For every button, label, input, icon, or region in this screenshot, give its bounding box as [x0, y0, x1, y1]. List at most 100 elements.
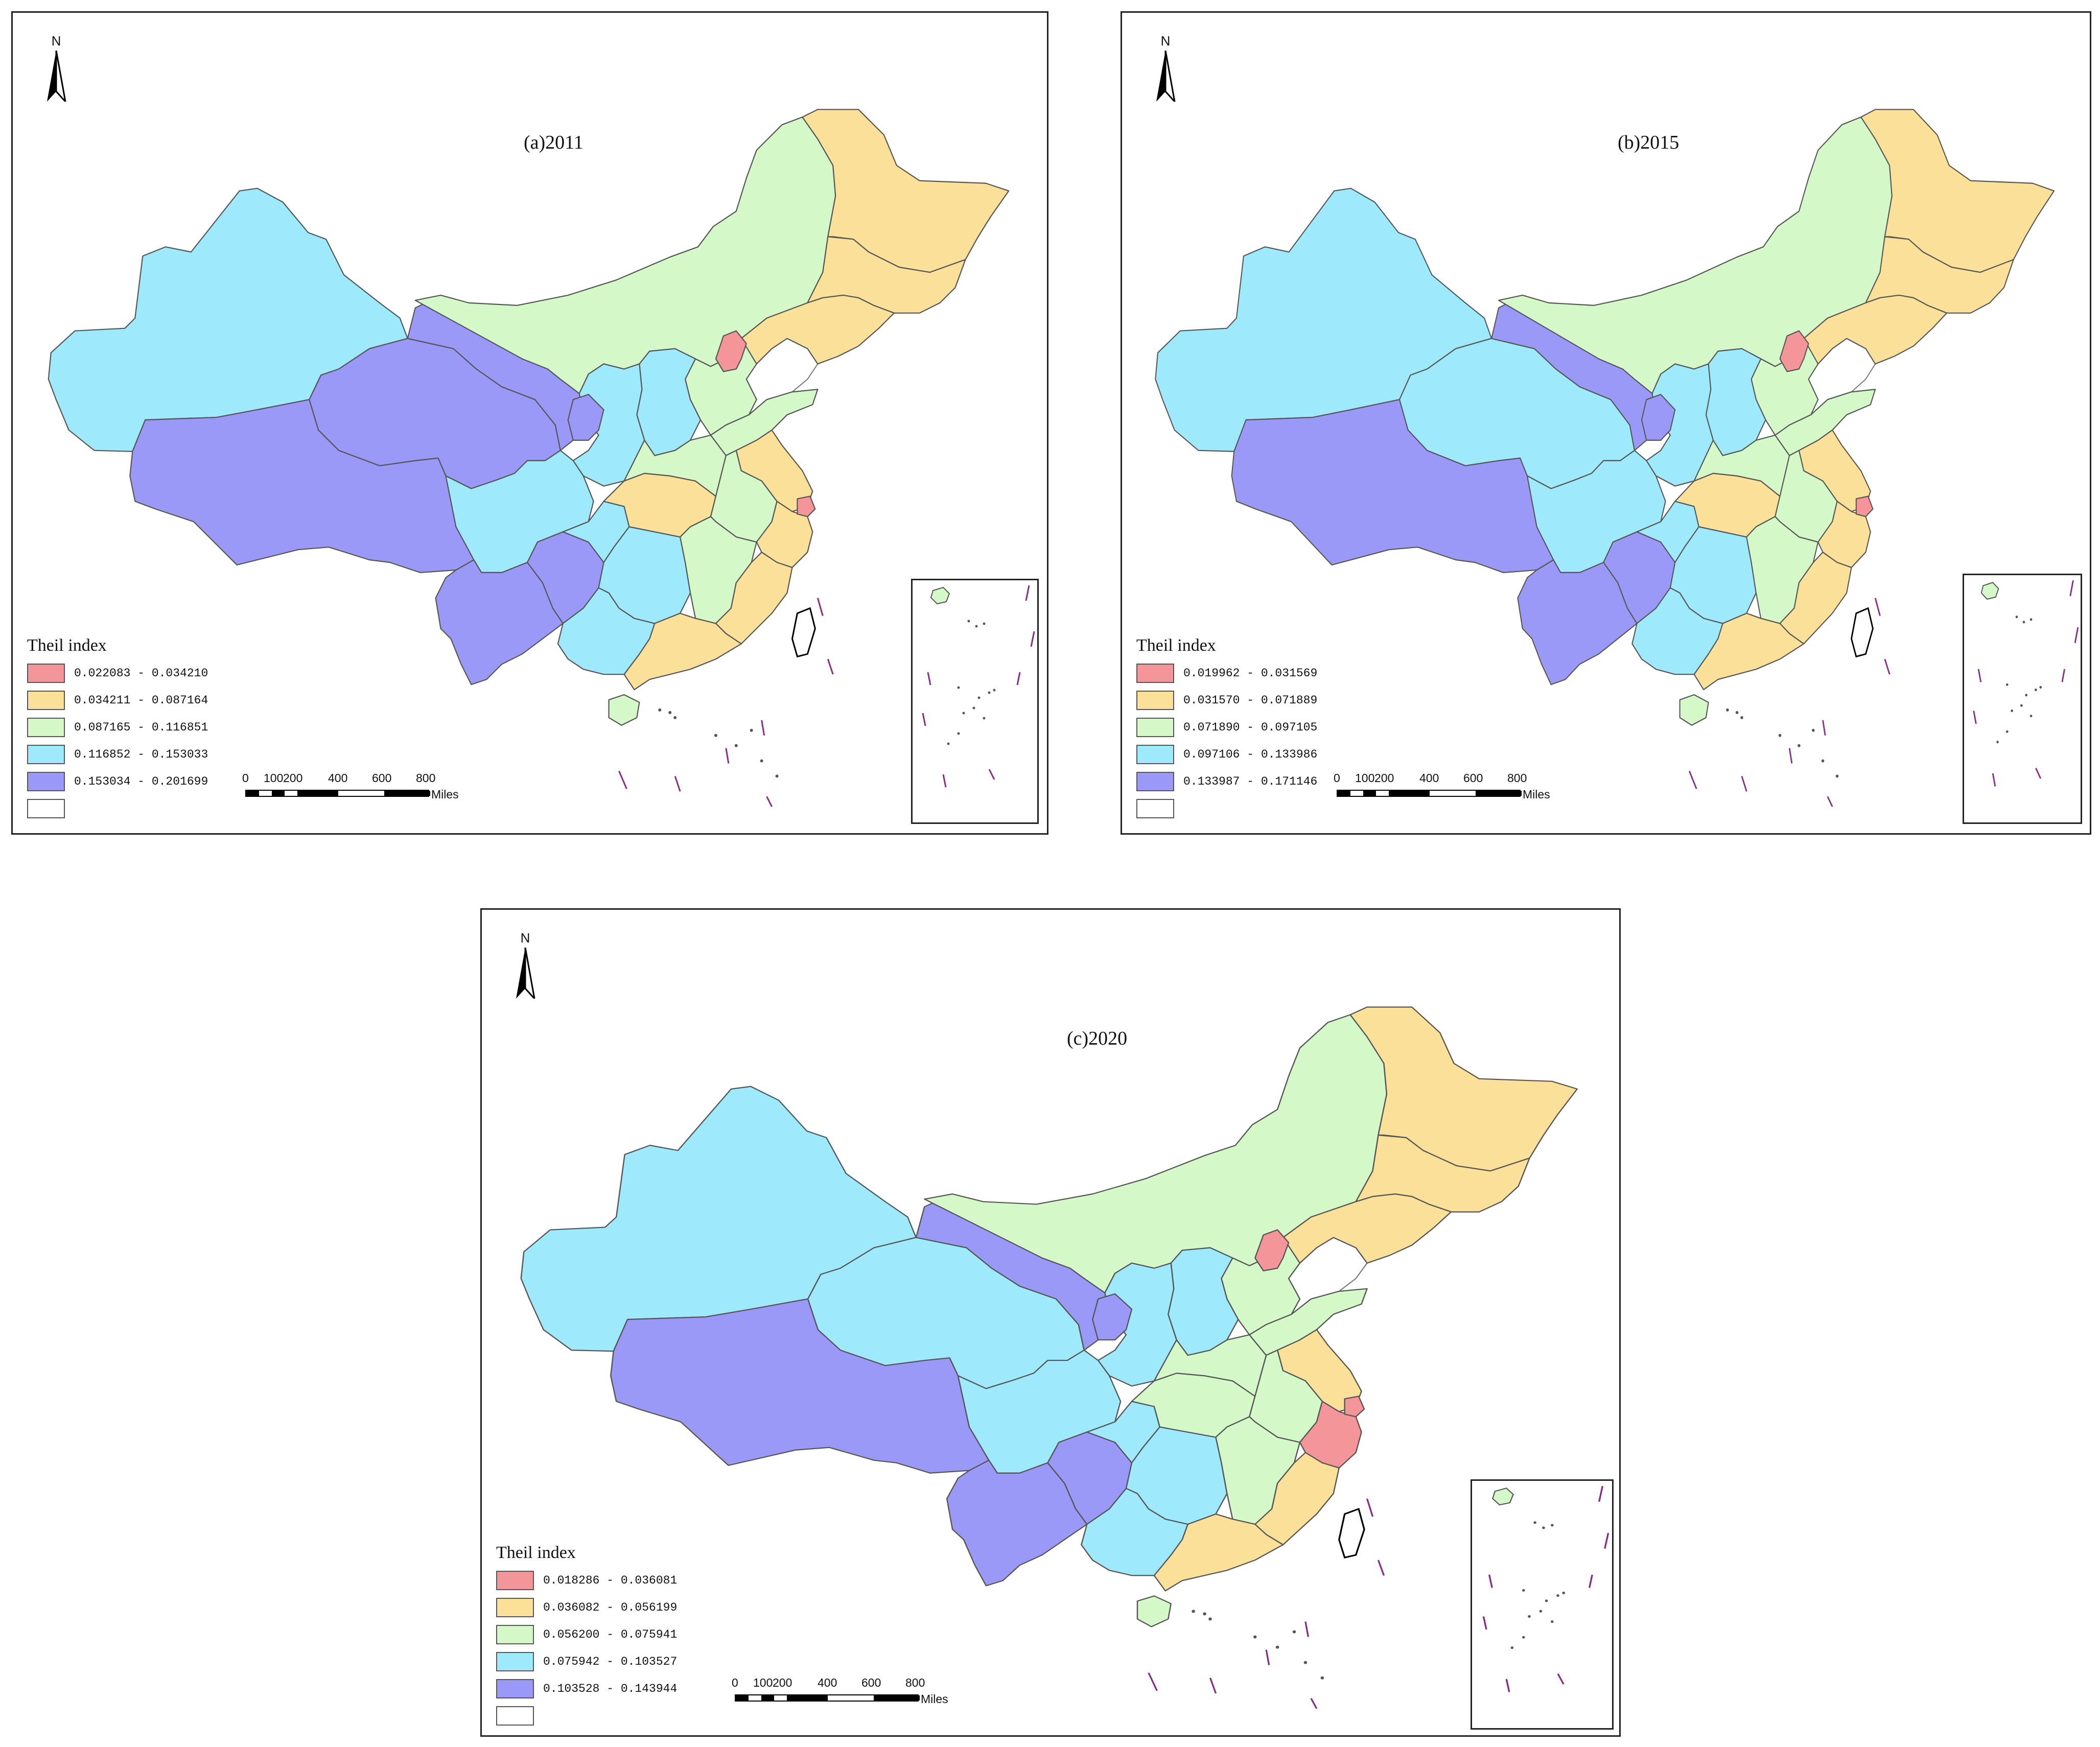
- scale-tick-label: 800: [1507, 771, 1527, 785]
- legend-item: 0.019962 - 0.031569: [1136, 659, 1317, 687]
- inset-boundary-dash: [1030, 631, 1035, 647]
- inset-island-dot: [993, 689, 996, 692]
- boundary-dash: [766, 796, 773, 807]
- china-choropleth-map: [1155, 109, 2055, 807]
- boundary-dash: [1741, 775, 1747, 792]
- scale-segment: [774, 1695, 787, 1701]
- scale-tick-label: 200: [1374, 771, 1394, 785]
- legend-item: 0.103528 - 0.143944: [496, 1675, 677, 1702]
- legend-swatch: [496, 1651, 534, 1671]
- inset-hainan: [1492, 1488, 1514, 1506]
- island-dot: [1735, 711, 1739, 714]
- legend-range-label: 0.034211 - 0.087164: [74, 693, 208, 707]
- legend-range-label: 0.103528 - 0.143944: [543, 1682, 678, 1695]
- scale-segment: [1430, 791, 1476, 796]
- inset-island-dot: [1533, 1521, 1536, 1524]
- island-dot: [750, 728, 753, 732]
- north-arrow-icon: [47, 51, 66, 102]
- region-shanghai: [1344, 1396, 1365, 1418]
- south-china-sea-inset: [911, 579, 1039, 824]
- china-choropleth-map: [520, 1006, 1578, 1709]
- boundary-dash: [816, 598, 824, 616]
- island-dot: [1740, 716, 1743, 719]
- scale-segment: [384, 791, 430, 796]
- scale-tick-label: 200: [283, 771, 303, 785]
- north-arrow-icon: [1156, 51, 1176, 102]
- panel-title: (c)2020: [1067, 1028, 1128, 1049]
- boundary-dash: [1304, 1621, 1310, 1637]
- north-arrow: N: [41, 33, 72, 105]
- scale-segment: [787, 1695, 828, 1701]
- scale-segment: [1350, 791, 1363, 796]
- inset-island-dot: [1551, 1524, 1554, 1527]
- island-dot: [658, 708, 662, 712]
- inset-boundary-dash: [1482, 1616, 1487, 1630]
- inset-hainan: [1980, 582, 1999, 600]
- legend-item: 0.056200 - 0.075941: [496, 1621, 677, 1648]
- legend-range-label: 0.031570 - 0.071889: [1183, 693, 1318, 707]
- inset-island-dot: [1522, 1589, 1525, 1592]
- island-dot: [668, 711, 672, 714]
- scale-bar-graphic: [1337, 790, 1522, 797]
- scale-tick-label: 800: [416, 771, 436, 785]
- inset-boundary-dash: [2069, 580, 2074, 597]
- inset-island-dot: [972, 706, 975, 710]
- legend-swatch: [1136, 663, 1174, 683]
- region-taiwan: [1851, 607, 1874, 658]
- region-guangxi: [1631, 587, 1723, 675]
- scale-tick-label: 200: [773, 1676, 792, 1689]
- legend-range-label: 0.071890 - 0.097105: [1183, 720, 1318, 734]
- north-label: N: [51, 33, 61, 49]
- inset-island-dot: [2005, 730, 2009, 733]
- region-hainan: [1136, 1595, 1172, 1627]
- inset-island-dot: [977, 696, 981, 699]
- north-arrow: N: [1150, 33, 1181, 105]
- inset-boundary-dash: [1598, 1485, 1604, 1502]
- island-dot: [1192, 1610, 1195, 1613]
- region-hainan: [608, 694, 640, 726]
- legend-item: 0.097106 - 0.133986: [1136, 741, 1317, 768]
- inset-boundary-dash: [1488, 1574, 1493, 1588]
- boundary-dash: [725, 748, 730, 764]
- inset-island-dot: [2035, 689, 2037, 692]
- legend-range-label: 0.087165 - 0.116851: [74, 720, 208, 734]
- scale-tick-label: 400: [818, 1676, 837, 1689]
- island-dot: [673, 716, 677, 719]
- boundary-dash: [1265, 1649, 1270, 1665]
- legend-swatch: [1136, 744, 1174, 764]
- inset-island-dot: [1545, 1599, 1548, 1602]
- inset-hainan: [930, 586, 950, 605]
- island-dot: [1253, 1635, 1257, 1639]
- scale-tick-label: 100: [1355, 771, 1375, 785]
- inset-island-dot: [988, 691, 991, 694]
- scale-segment: [1363, 791, 1376, 796]
- legend-swatch: [27, 663, 65, 683]
- legend-item-no-data: [27, 795, 208, 822]
- scale-segment: [259, 791, 272, 796]
- south-china-sea-inset: [1471, 1479, 1614, 1730]
- legend-item: 0.022083 - 0.034210: [27, 659, 208, 687]
- boundary-dash: [1884, 658, 1891, 675]
- scale-tick-label: 600: [861, 1676, 881, 1689]
- inset-boundary-dash: [1505, 1679, 1510, 1692]
- island-dot: [760, 759, 763, 763]
- south-china-sea-inset: [1963, 574, 2082, 824]
- region-xinjiang: [520, 1085, 917, 1352]
- legend-item: 0.116852 - 0.153033: [27, 741, 208, 768]
- scale-bar-graphic: [245, 790, 430, 797]
- inset-island-dot: [957, 732, 960, 735]
- inset-island-dot: [1551, 1620, 1554, 1623]
- boundary-dash: [1788, 748, 1793, 764]
- legend-item: 0.034211 - 0.087164: [27, 687, 208, 714]
- island-dot: [1208, 1617, 1212, 1621]
- legend-swatch: [496, 1570, 534, 1590]
- legend-range-label: 0.018286 - 0.036081: [543, 1573, 678, 1587]
- region-guangxi: [1081, 1488, 1188, 1576]
- island-dot: [1835, 774, 1839, 778]
- island-dot: [1203, 1612, 1206, 1616]
- island-dot: [1320, 1676, 1324, 1680]
- legend: Theil index 0.022083 - 0.034210 0.034211 …: [27, 636, 208, 822]
- region-xinjiang: [1155, 187, 1492, 452]
- region-shanxi: [636, 348, 702, 456]
- north-label: N: [1160, 33, 1171, 49]
